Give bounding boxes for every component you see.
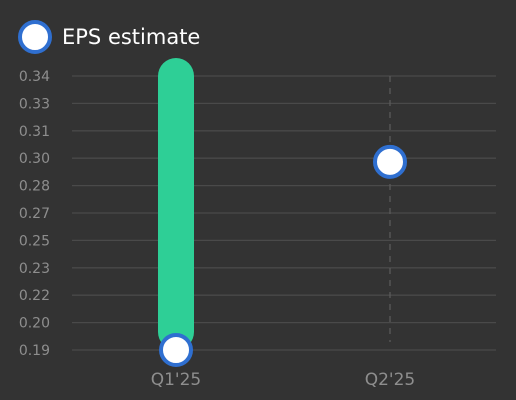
x-tick-label: Q2'25 — [365, 370, 416, 390]
y-tick-label: 0.27 — [19, 206, 50, 222]
y-tick-label: 0.33 — [19, 96, 50, 112]
y-tick-label: 0.23 — [19, 261, 50, 277]
range-bar — [158, 58, 194, 350]
y-tick-label: 0.20 — [19, 316, 50, 332]
data-points — [159, 144, 407, 367]
legend-marker — [18, 20, 52, 54]
y-tick-label: 0.22 — [19, 288, 50, 304]
data-point — [373, 144, 407, 179]
grid — [72, 75, 496, 351]
y-tick-label: 0.34 — [19, 69, 50, 85]
y-tick-label: 0.25 — [19, 233, 50, 249]
range-bars — [158, 58, 194, 350]
legend-label-eps-estimate: EPS estimate — [62, 25, 200, 49]
y-tick-label: 0.28 — [19, 179, 50, 195]
legend[interactable]: EPS estimate — [18, 20, 200, 54]
y-tick-label: 0.31 — [19, 124, 50, 140]
data-point — [159, 333, 193, 367]
y-tick-label: 0.19 — [19, 343, 50, 359]
x-axis-ticks: Q1'25 Q2'25 — [151, 370, 416, 390]
y-tick-label: 0.30 — [19, 151, 50, 167]
x-tick-label: Q1'25 — [151, 370, 202, 390]
y-axis-ticks: 0.19 0.20 0.22 0.23 0.25 0.27 0.28 0.30 0.31 0.33… — [19, 69, 50, 359]
